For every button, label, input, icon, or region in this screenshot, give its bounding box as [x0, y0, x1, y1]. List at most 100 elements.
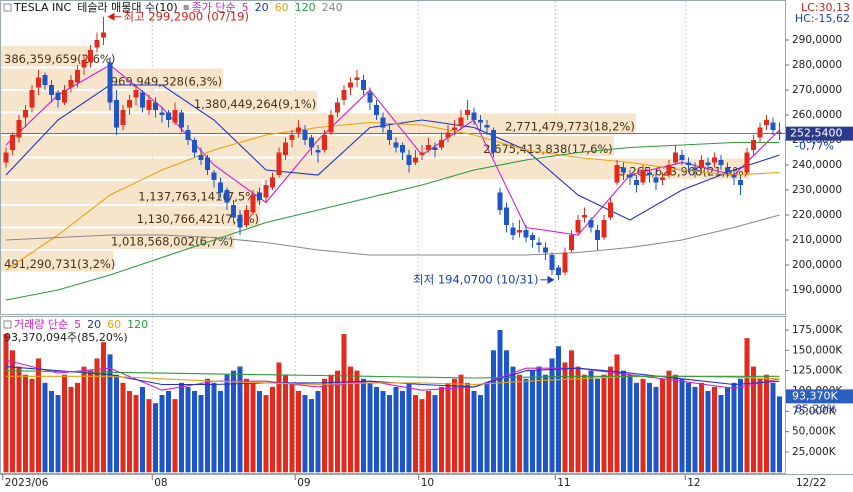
candle-body [328, 115, 334, 133]
y-tick-label: 150,000K [792, 344, 843, 356]
candle-body [335, 102, 340, 113]
candle-body [406, 155, 412, 165]
candle-body [348, 82, 353, 88]
volume-bar [374, 386, 379, 473]
volume-bar [588, 370, 594, 473]
candle-body [81, 60, 87, 68]
volume-bar [107, 354, 113, 473]
candle-body [94, 40, 100, 48]
volume-bar [660, 378, 665, 473]
volume-bar [731, 382, 737, 473]
volume-bar [153, 403, 158, 473]
candle-body [231, 205, 236, 218]
volume-bar [770, 382, 776, 473]
candle-body [289, 135, 295, 140]
volume-profile-label: 1,137,763,141(7,5%) [138, 190, 260, 204]
candle-body [536, 242, 542, 245]
candle-body [380, 117, 386, 128]
candle-body [185, 130, 191, 140]
candle-body [465, 110, 470, 115]
volume-bar [315, 390, 321, 473]
candle-body [497, 192, 503, 210]
volume-profile-bar [1, 91, 318, 112]
legend-entry: 5 [74, 318, 81, 331]
volume-bar [367, 382, 373, 473]
volume-bar [302, 395, 308, 473]
volume-bar [536, 366, 542, 473]
range-label: HC:-15,62 [795, 12, 850, 25]
legend-entry: 20 [255, 1, 269, 14]
candle-body [686, 162, 691, 165]
x-tick-label: 12 [687, 477, 700, 489]
candle-body [653, 177, 659, 183]
arrow [107, 12, 115, 21]
volume-bar [23, 374, 28, 473]
volume-bar [16, 366, 22, 473]
volume-bar [601, 374, 607, 473]
volume-bar [276, 362, 282, 473]
candle-body [510, 227, 516, 235]
volume-bar [185, 386, 191, 473]
candle-body [712, 157, 717, 163]
legend-prefix: 종가 단순 [192, 1, 236, 14]
high-annotation: 최고 299,2900 (07/19) [124, 9, 249, 23]
candle-body [101, 32, 106, 38]
volume-bar [751, 366, 756, 473]
candle-body [692, 167, 698, 170]
candle-body [413, 157, 418, 163]
volume-bar [322, 378, 327, 473]
candle-body [218, 182, 223, 193]
volume-bar [556, 346, 561, 473]
volume-bar [647, 382, 652, 473]
volume-bar [510, 366, 516, 473]
volume-profile-bar [1, 136, 614, 157]
volume-bar [627, 374, 633, 473]
candle-body [484, 125, 490, 128]
candle-body [757, 127, 763, 138]
candle-body [354, 77, 360, 80]
volume-bar [361, 378, 366, 473]
current-price-box [786, 126, 853, 141]
candle-body [744, 152, 750, 173]
candle-body [640, 170, 646, 183]
volume-bar [75, 382, 80, 473]
x-tick-label: 09 [297, 477, 310, 489]
current-volume: 93,370K [792, 389, 838, 402]
candle-body [192, 140, 197, 153]
candle-body [588, 220, 594, 228]
candle-body [146, 100, 152, 110]
candle-body [172, 110, 178, 123]
volume-bar [666, 370, 672, 473]
candle-body [263, 185, 269, 198]
candle-body [764, 120, 769, 125]
volume-bar [120, 382, 126, 473]
volume-bar [582, 374, 587, 473]
volume-bar [634, 382, 639, 473]
volume-bar [354, 370, 360, 473]
moving-average [5, 214, 780, 256]
volume-bar [699, 382, 704, 473]
candle-body [211, 172, 217, 180]
candle-body [660, 177, 665, 180]
volume-label: 93,370,094주(85,20%) [4, 331, 128, 344]
candle-body [569, 235, 574, 250]
candle-body [731, 175, 737, 178]
candle-body [68, 80, 74, 88]
volume-bar [231, 370, 236, 473]
y-tick-label: 75,000K [792, 405, 837, 417]
volume-bar [777, 396, 782, 473]
volume-bar [263, 395, 269, 473]
current-change: -0,77% [795, 140, 834, 153]
volume-profile-label: 1,018,568,002(6,7%) [111, 235, 233, 249]
candle-body [471, 112, 477, 120]
candle-body [666, 165, 672, 175]
candle-body [62, 90, 67, 103]
volume-profile-label: 1,380,449,264(9,1%) [194, 97, 316, 111]
candle-body [562, 252, 568, 273]
x-tick-label: 2023/06 [5, 477, 49, 489]
candle-body [530, 235, 535, 240]
candle-body [478, 120, 483, 123]
volume-bar [478, 395, 483, 473]
y-tick-label: 200,0000 [792, 259, 842, 271]
volume-bar [439, 386, 444, 473]
